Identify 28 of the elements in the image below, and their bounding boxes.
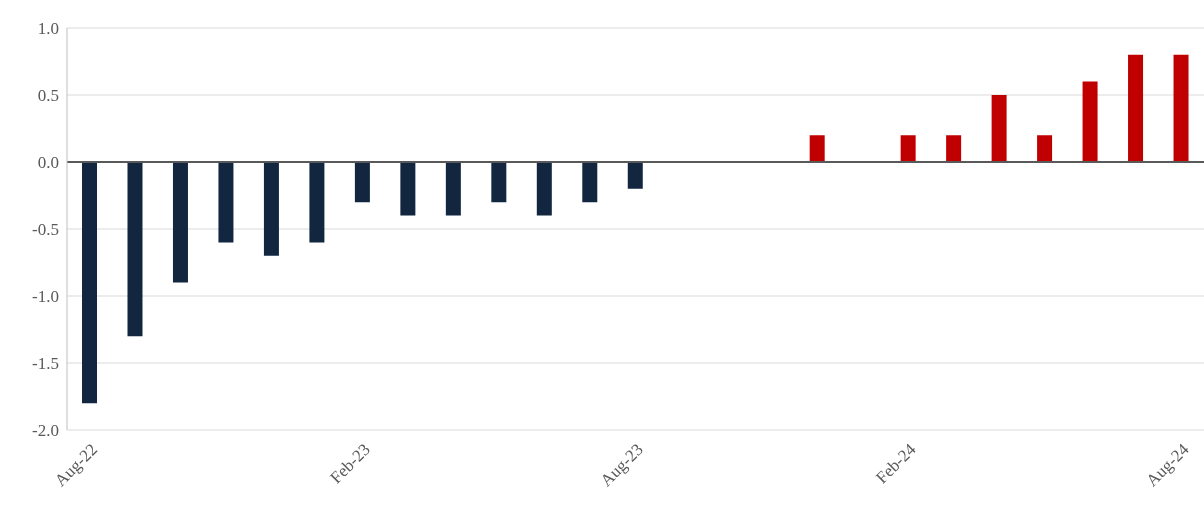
bar <box>218 162 234 243</box>
bar <box>354 162 370 203</box>
y-tick-label: -1.0 <box>32 287 59 307</box>
bar <box>991 95 1007 162</box>
bar <box>900 135 916 162</box>
y-tick-label: -1.5 <box>32 354 59 374</box>
bar <box>809 135 825 162</box>
bar <box>400 162 416 216</box>
bar <box>1082 81 1098 162</box>
bar <box>1173 54 1189 162</box>
bar <box>536 162 552 216</box>
bar <box>627 162 643 189</box>
bar <box>582 162 598 203</box>
y-tick-label: -0.5 <box>32 220 59 240</box>
bar <box>127 162 143 337</box>
bar <box>172 162 188 283</box>
y-tick-label: 1.0 <box>37 19 59 39</box>
bar <box>1128 54 1144 162</box>
bar <box>445 162 461 216</box>
y-tick-label: 0.0 <box>37 153 59 173</box>
bar <box>263 162 279 256</box>
bar <box>82 162 98 404</box>
y-tick-label: -2.0 <box>32 421 59 441</box>
bar <box>491 162 507 203</box>
bar <box>946 135 962 162</box>
y-tick-label: 0.5 <box>37 86 59 106</box>
bar <box>309 162 325 243</box>
bar <box>1037 135 1053 162</box>
